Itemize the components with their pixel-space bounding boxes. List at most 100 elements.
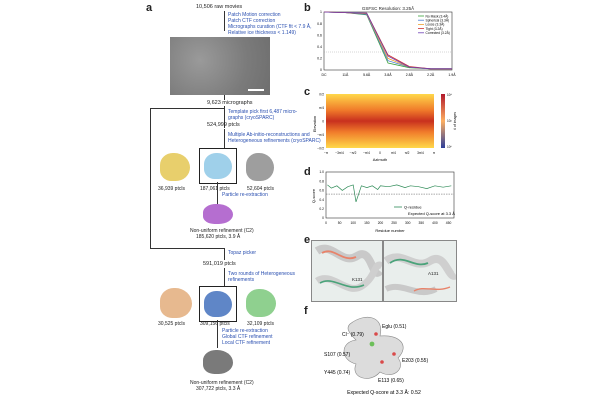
- density-mesh-left-2: [315, 261, 382, 292]
- panel-label-a: a: [146, 2, 153, 14]
- qscore-xtick: 200: [378, 221, 384, 225]
- qscore-yticks: 0 0.2 0.4 0.6 0.8 1.0: [319, 170, 324, 220]
- heatmap-cbar-tick: 10²: [447, 119, 452, 123]
- model-stick-left-2: [319, 280, 365, 288]
- nu1-map: [203, 204, 233, 224]
- class-blob-gray: [246, 153, 274, 181]
- fsc-xtick: 11Å: [342, 72, 349, 77]
- heatmap-xlabel: Azimuth: [373, 157, 387, 162]
- label-eglu: Eglu (0.51): [382, 324, 407, 330]
- label-a131: A131: [428, 271, 439, 276]
- nu1-line1: Non-uniform refinement (C2): [190, 228, 254, 234]
- qscore-legend-label: Q-residue: [404, 205, 422, 210]
- panel-label-d: d: [304, 166, 311, 178]
- chloride-ion: [369, 341, 375, 347]
- fsc-legend-label: Tight (3.2Å): [426, 26, 443, 31]
- binding-caption: Expected Q-score at 3.3 Å: 0.52: [347, 389, 421, 396]
- ptcls2-count: 591,019 ptcls: [203, 261, 236, 267]
- heatmap-cbar-tick: 10⁴: [447, 93, 453, 97]
- step5-line1: Two rounds of Heterogeneous: [228, 271, 295, 277]
- label-k131: K131: [352, 277, 363, 282]
- qscore-xtick: 0: [325, 221, 327, 225]
- fsc-legend-label: No Mask (3.4Å): [426, 13, 449, 18]
- fsc-ytick: 0: [320, 68, 322, 72]
- step6-line1: Particle re-extraction: [222, 328, 268, 334]
- heatmap-xtick: π/2: [405, 151, 410, 155]
- class3-count: 52,604 ptcls: [247, 186, 274, 192]
- heatmap-xtick: 3π/4: [417, 151, 424, 155]
- nu1-line2: 185,620 ptcls, 3.9 Å: [196, 234, 241, 240]
- heatmap-xtick: π/4: [391, 151, 396, 155]
- panel-label-c: c: [304, 86, 311, 98]
- binding-site-figure: Eglu (0.51) Cl⁻ (0.79) S107 (0.57) Y445 …: [324, 316, 428, 396]
- glu-oxygen: [374, 332, 378, 336]
- heatmap-xtick: −π: [324, 151, 329, 155]
- topaz-text: Topaz picker: [228, 250, 257, 256]
- qscore-xtick: 350: [419, 221, 425, 225]
- fsc-ytick: 0.2: [317, 57, 322, 61]
- qscore-series-residue: [327, 184, 452, 203]
- qscore-xtick: 100: [350, 221, 356, 225]
- density-mesh-right-2: [384, 284, 438, 296]
- qscore-ytick: 0.4: [319, 198, 324, 202]
- step5-line2: refinements: [228, 277, 255, 283]
- fsc-legend: No Mask (3.4Å)Spherical (3.3Å)Loose (3.3…: [418, 13, 450, 35]
- qscore-legend-ref: Expected Q-score at 3.3 Å: [408, 211, 455, 216]
- label-y445: Y445 (0.74): [324, 370, 350, 376]
- qscore-xlabel: Residue number: [375, 228, 405, 233]
- density-surface: [343, 316, 404, 379]
- fsc-chart: GSFSC Resolution: 3.25Å 0 0.2 0.4 0.6 0.8 1 D…: [317, 5, 456, 77]
- step6-line2: Global CTF refinement: [222, 334, 273, 340]
- heatmap-ytick: −π/4: [317, 133, 324, 137]
- fsc-xtick: DC: [321, 73, 327, 77]
- qscore-plot-frame: [325, 171, 455, 219]
- nu2-line2: 307,722 ptcls, 3.3 Å: [196, 386, 241, 392]
- fsc-ytick: 0.4: [317, 45, 322, 49]
- fsc-xtick: 1.9Å: [448, 72, 456, 77]
- e203-oxygen: [392, 352, 396, 356]
- heatmap-xtick: 0: [379, 151, 381, 155]
- qscore-xtick: 450: [446, 221, 452, 225]
- fsc-title: GSFSC Resolution: 3.25Å: [362, 5, 414, 11]
- heatmap-xticks: −π −3π/4 −π/2 −π/4 0 π/4 π/2 3π/4 π: [324, 151, 436, 155]
- qscore-xtick: 50: [338, 221, 342, 225]
- heatmap-cbar-label: # of images: [453, 112, 457, 130]
- heatmap-yticks: π/2 π/4 0 −π/4 −π/2: [317, 93, 324, 151]
- step3-line1: Multiple Ab-initio-reconstructions and: [228, 132, 310, 138]
- step2-line2: graphs (cryoSPARC): [228, 115, 275, 121]
- qscore-xtick: 150: [364, 221, 370, 225]
- step3-line2: Heterogeneous refinements (cryoSPARC): [228, 138, 321, 144]
- step1-line2: Patch CTF correction: [228, 18, 276, 24]
- fsc-xtick: 2.2Å: [427, 72, 435, 77]
- heatmap-colorbar: [441, 94, 445, 148]
- heatmap-ylabel: Elevation: [312, 116, 317, 132]
- fsc-ytick: 0.8: [317, 22, 322, 26]
- fsc-xtick: 5.6Å: [363, 72, 371, 77]
- fsc-xtick: 2.8Å: [406, 72, 414, 77]
- heatmap-xtick: π: [433, 151, 436, 155]
- heatmap-xtick: −π/4: [363, 151, 370, 155]
- fsc-yticks: 0 0.2 0.4 0.6 0.8 1: [317, 10, 322, 72]
- fsc-xticks: DC 11Å 5.6Å 3.8Å 2.8Å 2.2Å 1.9Å: [321, 72, 456, 77]
- heatmap-xtick: −3π/4: [335, 151, 344, 155]
- fsc-ytick: 0.6: [317, 33, 322, 37]
- step1-line4: Relative ice thickness < 1.149): [228, 30, 296, 36]
- panel-label-f: f: [304, 305, 308, 317]
- fsc-ytick: 1: [320, 10, 322, 14]
- fsc-legend-label: Corrected (3.2Å): [426, 30, 450, 35]
- fsc-lines: [323, 11, 452, 70]
- class1-count: 36,939 ptcls: [158, 186, 185, 192]
- class2-1-count: 30,525 ptcls: [158, 321, 185, 327]
- density-mesh-right: [384, 253, 456, 280]
- class2-count: 187,061 ptcls: [200, 186, 230, 192]
- class-blob-yellow: [160, 153, 190, 181]
- step1-line3: Micrographs curation (CTF fit < 7.9 Å,: [228, 24, 312, 30]
- heatmap-ytick: π/4: [319, 106, 324, 110]
- model-stick-right-2: [413, 286, 451, 292]
- class2-blob-blue: [204, 291, 232, 317]
- qscore-xtick: 400: [432, 221, 438, 225]
- class2-blob-orange: [160, 288, 192, 318]
- panel-label-e: e: [304, 234, 311, 246]
- scale-bar: [248, 89, 264, 91]
- heatmap-ytick: π/2: [319, 93, 324, 97]
